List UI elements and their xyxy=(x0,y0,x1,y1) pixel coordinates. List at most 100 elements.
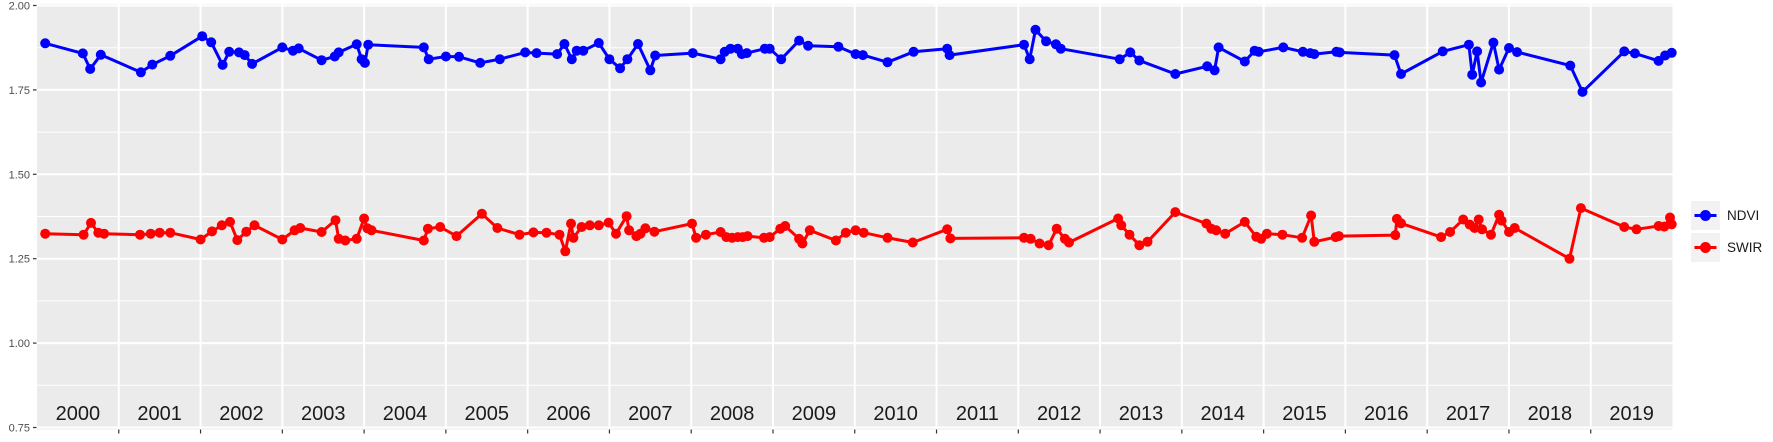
swir-point xyxy=(359,213,370,224)
x-axis-year-label: 2005 xyxy=(465,403,510,425)
swir-point xyxy=(1666,219,1677,230)
x-axis-year-label: 2004 xyxy=(383,403,428,425)
x-axis-year-label: 2006 xyxy=(546,403,591,425)
legend: NDVI SWIR xyxy=(1691,201,1762,262)
swir-point xyxy=(584,220,595,231)
swir-point xyxy=(1486,229,1496,240)
swir-point xyxy=(78,229,89,240)
ndvi-point-line-icon xyxy=(1694,210,1717,221)
ndvi-point xyxy=(1309,49,1320,60)
ndvi-point xyxy=(363,39,374,50)
ndvi-point xyxy=(1437,46,1448,57)
ndvi-point xyxy=(882,57,893,68)
swir-point xyxy=(945,233,956,244)
swir-point xyxy=(1445,227,1456,237)
legend-item-ndvi: NDVI xyxy=(1691,201,1762,230)
ndvi-point xyxy=(578,45,589,56)
x-axis-year-label: 2018 xyxy=(1528,403,1573,425)
x-axis-year-label: 2001 xyxy=(137,403,182,425)
ndvi-point xyxy=(85,64,96,74)
ndvi-point xyxy=(1512,47,1523,58)
swir-point xyxy=(135,229,145,240)
swir-point xyxy=(476,208,487,219)
swir-point xyxy=(942,224,953,235)
swir-point xyxy=(1277,229,1288,240)
ndvi-point xyxy=(197,31,208,42)
swir-point xyxy=(541,227,552,238)
ndvi-point xyxy=(1030,24,1041,35)
swir-point xyxy=(1469,223,1480,233)
ndvi-point xyxy=(40,38,51,49)
ndvi-point xyxy=(650,50,661,61)
ndvi-point xyxy=(351,39,362,50)
ndvi-point xyxy=(1114,54,1125,65)
ndvi-point xyxy=(135,67,146,78)
ndvi-point xyxy=(850,49,861,60)
swir-point xyxy=(1396,218,1406,229)
swir-point xyxy=(1220,228,1231,239)
ndvi-point xyxy=(239,50,250,61)
legend-label-ndvi: NDVI xyxy=(1727,208,1760,223)
swir-point xyxy=(611,228,621,239)
swir-point xyxy=(1025,233,1036,244)
swir-point xyxy=(99,228,110,239)
ndvi-point xyxy=(1334,47,1345,58)
swir-point xyxy=(366,225,377,236)
swir-point xyxy=(1564,253,1575,264)
x-axis-year-label: 2016 xyxy=(1364,403,1409,425)
legend-key-ndvi xyxy=(1691,201,1720,230)
ndvi-point xyxy=(293,43,304,54)
x-axis-year-label: 2014 xyxy=(1200,403,1245,425)
swir-point xyxy=(207,226,217,237)
swir-point xyxy=(764,232,775,243)
swir-point xyxy=(649,226,660,237)
swir-point xyxy=(1043,240,1054,251)
swir-point xyxy=(249,220,260,231)
ndvi-point xyxy=(1396,69,1406,79)
ndvi-point xyxy=(1024,54,1035,65)
swir-point xyxy=(621,211,632,222)
ndvi-point xyxy=(803,40,814,51)
ndvi-point xyxy=(1134,55,1145,66)
x-axis-year-label: 2013 xyxy=(1119,403,1164,425)
swir-point xyxy=(1034,238,1045,249)
y-axis-tick-label: 1.00 xyxy=(9,338,30,350)
swir-point xyxy=(640,223,651,234)
swir-point xyxy=(351,233,362,244)
ndvi-point xyxy=(1125,47,1136,58)
swir-point xyxy=(422,223,433,234)
swir-point xyxy=(566,218,576,229)
swir-point xyxy=(514,229,525,240)
ndvi-point xyxy=(316,55,327,66)
legend-item-swir: SWIR xyxy=(1691,233,1762,262)
swir-point xyxy=(1509,223,1520,233)
x-axis-year-label: 2002 xyxy=(219,403,264,425)
swir-point xyxy=(165,227,176,238)
y-axis-tick-label: 1.25 xyxy=(9,254,30,266)
x-axis-year-label: 2017 xyxy=(1446,403,1491,425)
ndvi-point xyxy=(418,42,429,53)
y-axis-tick-label: 1.50 xyxy=(9,169,30,181)
x-axis-year-label: 2003 xyxy=(301,403,346,425)
ndvi-point xyxy=(95,49,106,60)
swir-point xyxy=(797,238,808,249)
ndvi-point xyxy=(531,48,542,59)
ndvi-point xyxy=(1041,36,1052,47)
ndvi-point xyxy=(944,50,955,61)
swir-point xyxy=(241,226,252,237)
ndvi-point xyxy=(725,43,736,54)
ndvi-point xyxy=(475,57,486,68)
swir-point xyxy=(882,232,893,243)
ndvi-point xyxy=(741,48,752,59)
swir-point xyxy=(568,232,579,243)
x-axis-year-label: 2019 xyxy=(1609,403,1654,425)
swir-point xyxy=(1619,222,1630,232)
ndvi-point xyxy=(1472,46,1483,57)
ndvi-point xyxy=(622,54,633,65)
ndvi-point xyxy=(1389,50,1400,61)
ndvi-point xyxy=(552,49,563,60)
swir-point xyxy=(1496,215,1507,226)
swir-point xyxy=(1473,214,1484,225)
ndvi-point xyxy=(333,47,344,58)
ndvi-point xyxy=(494,54,505,65)
